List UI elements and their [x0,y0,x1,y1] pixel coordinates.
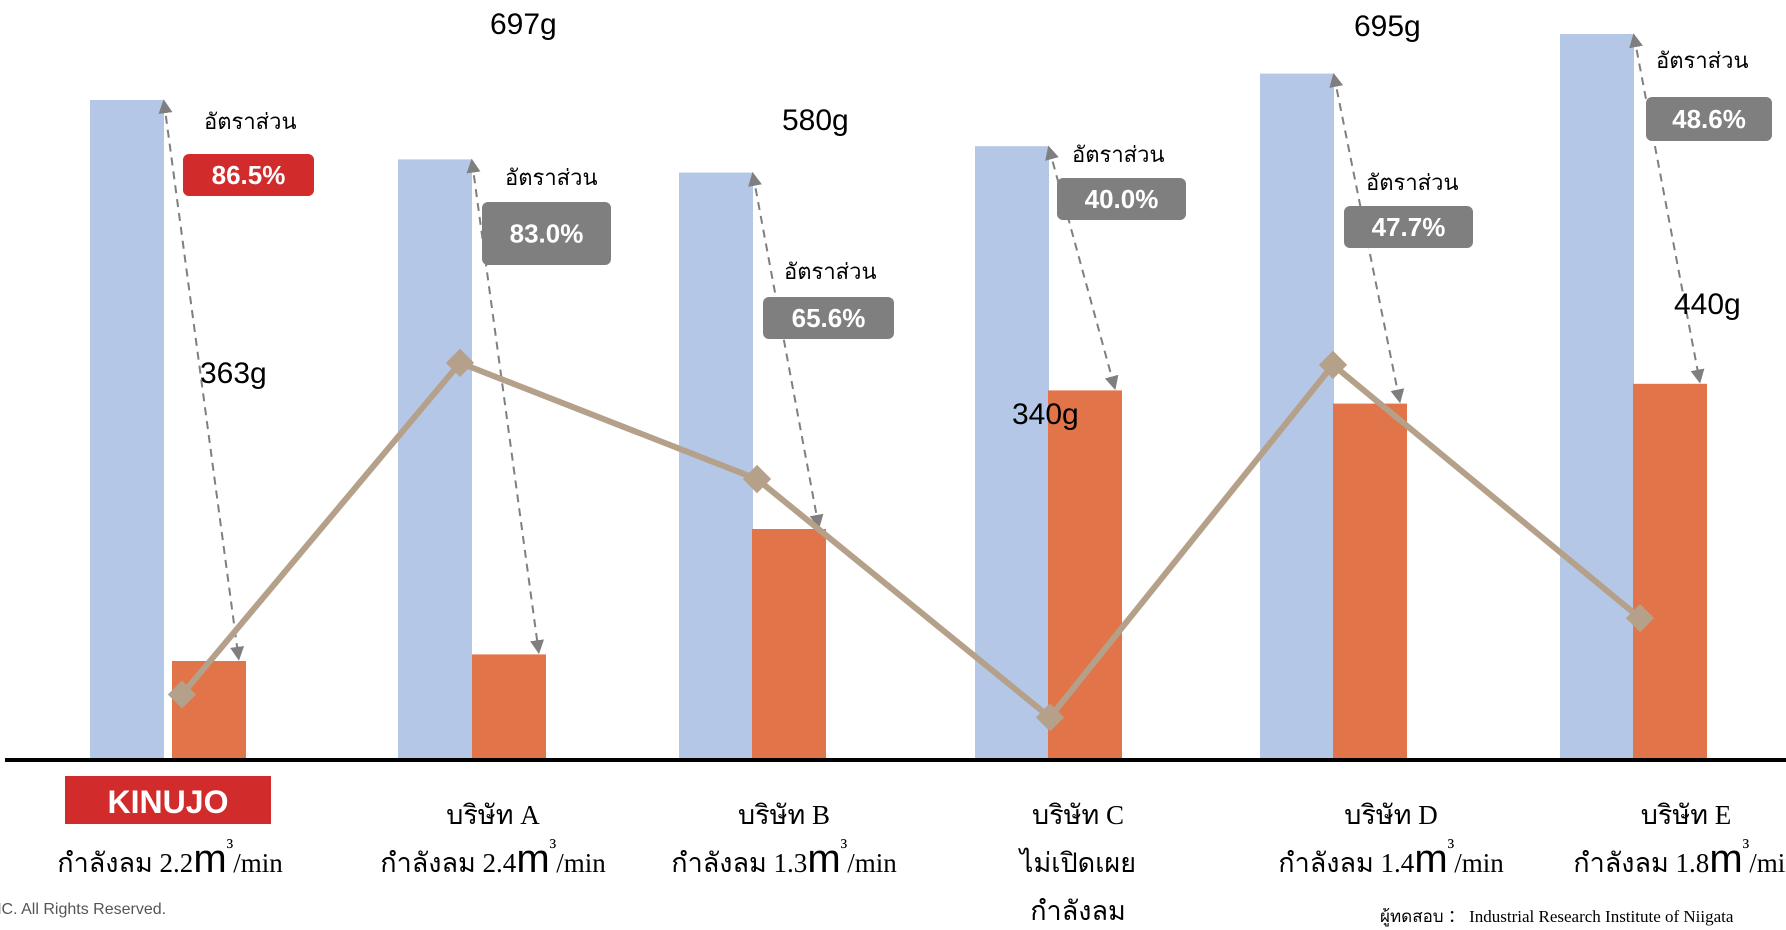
bar-series1-1 [398,159,472,760]
category-sub-label-0: กำลังลม 2.2m³/min [57,834,283,881]
ratio-value-4: 47.7% [1372,212,1446,242]
bar-series1-0 [90,100,164,760]
ratio-arrow-2 [748,171,824,529]
category-sub-label-2: กำลังลม 1.3m³/min [671,834,897,881]
category-sub-label-3: ไม่เปิดเผย [1018,848,1136,878]
ratio-arrow-0 [158,99,245,661]
ratio-label-1: อัตราส่วน [505,165,598,190]
footer-tester: ผู้ทดสอบ ： Industrial Research Institute… [1380,907,1734,927]
ratio-label-2: อัตราส่วน [784,259,877,284]
category-label-0: KINUJO [108,784,229,820]
ratio-box-0 [183,154,314,196]
line-point-2 [742,464,772,494]
ratio-value-3: 40.0% [1085,184,1159,214]
line-point-1 [445,348,475,378]
line-value-label-4: 695g [1354,10,1421,43]
line-value-label-5: 440g [1674,288,1741,321]
kinujo-badge [65,776,271,824]
line-point-4 [1318,350,1348,380]
category-sub-label-1: กำลังลม 2.4m³/min [380,834,606,881]
bar-series2-1 [472,654,546,760]
ratio-box-3 [1057,178,1186,220]
ratio-box-2 [763,297,894,339]
ratio-label-5: อัตราส่วน [1656,48,1749,73]
ratio-box-1 [482,202,611,265]
ratio-value-2: 65.6% [792,303,866,333]
category-sub-label-4: กำลังลม 1.4m³/min [1278,834,1504,881]
bar-series2-0 [172,661,246,760]
line-point-3 [1035,703,1065,732]
ratio-arrow-5 [1629,33,1705,384]
category-label-2: บริษัท B [738,800,830,830]
category-label-3: บริษัท C [1032,800,1124,830]
ratio-value-5: 48.6% [1672,104,1746,134]
ratio-label-0: อัตราส่วน [204,109,297,134]
line-value-label-3: 340g [1012,398,1079,431]
footer-copyright: NC. All Rights Reserved. [0,901,166,918]
line-point-5 [1625,603,1655,633]
bar-series1-5 [1560,34,1634,760]
category-label-1: บริษัท A [446,800,540,830]
series-weight-line [179,359,1642,721]
ratio-label-3: อัตราส่วน [1072,142,1165,167]
ratio-arrow-1 [466,158,545,655]
line-value-label-0: 363g [200,357,267,390]
category-label-5: บริษัท E [1641,800,1731,830]
bar-series2-3 [1048,390,1122,760]
line-value-label-2: 580g [782,104,849,137]
category-label-4: บริษัท D [1344,800,1438,830]
ratio-box-5 [1646,97,1772,141]
bar-series1-3 [975,146,1049,760]
ratio-label-4: อัตราส่วน [1366,170,1459,195]
category-sub-label-5: กำลังลม 1.8m³/min [1573,834,1786,881]
bar-series2-4 [1333,403,1407,760]
category-extra-label-3: กำลังลม [1030,896,1126,926]
bar-series1-2 [679,172,753,761]
bar-series2-5 [1633,383,1707,760]
ratio-box-4 [1344,206,1473,248]
ratio-value-0: 86.5% [212,160,286,190]
line-point-0 [167,680,197,709]
ratio-value-1: 83.0% [510,219,584,249]
line-value-label-1: 697g [490,8,557,41]
bar-series1-4 [1260,73,1334,761]
bar-series2-2 [752,529,826,760]
